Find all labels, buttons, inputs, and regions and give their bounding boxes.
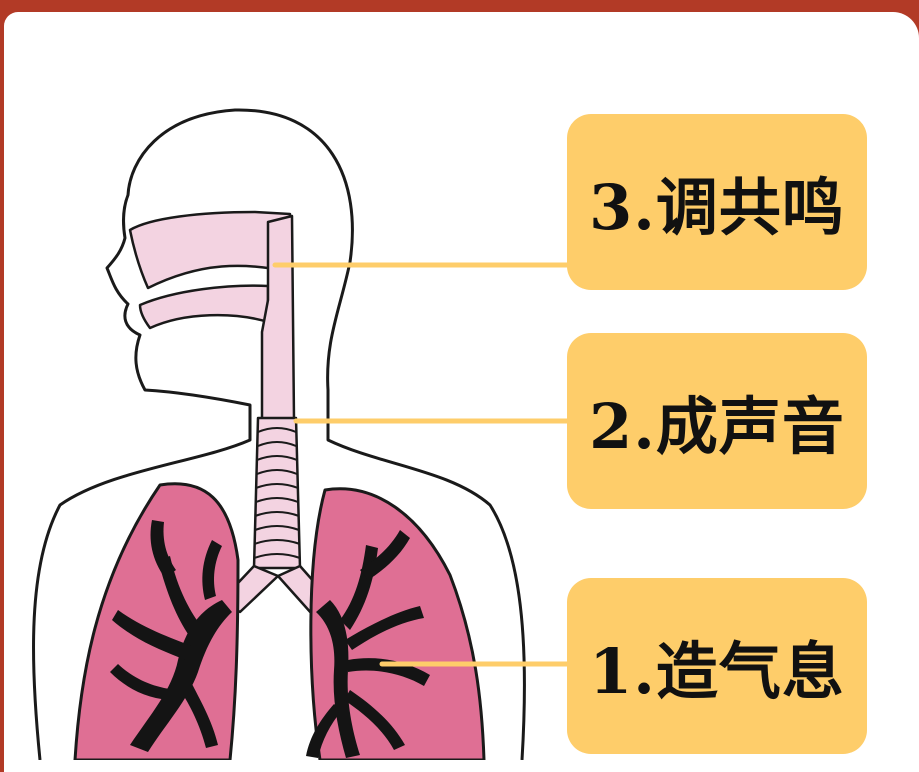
label-resonance: 3.调共鸣 [567,114,867,290]
pharynx [260,214,296,422]
label-voice-text: 2.成声音 [589,390,845,463]
trachea [252,416,302,570]
label-breath-text: 1.造气息 [589,635,845,708]
trachea-rings [253,427,301,559]
label-resonance-text: 3.调共鸣 [589,171,845,244]
right-bronchial-tree [306,530,430,758]
label-voice: 2.成声音 [567,333,867,509]
left-lung [73,482,240,760]
oral-cavity [138,284,270,330]
nasal-cavity [128,210,292,290]
left-bronchial-tree [110,520,232,752]
label-breath: 1.造气息 [567,578,867,754]
